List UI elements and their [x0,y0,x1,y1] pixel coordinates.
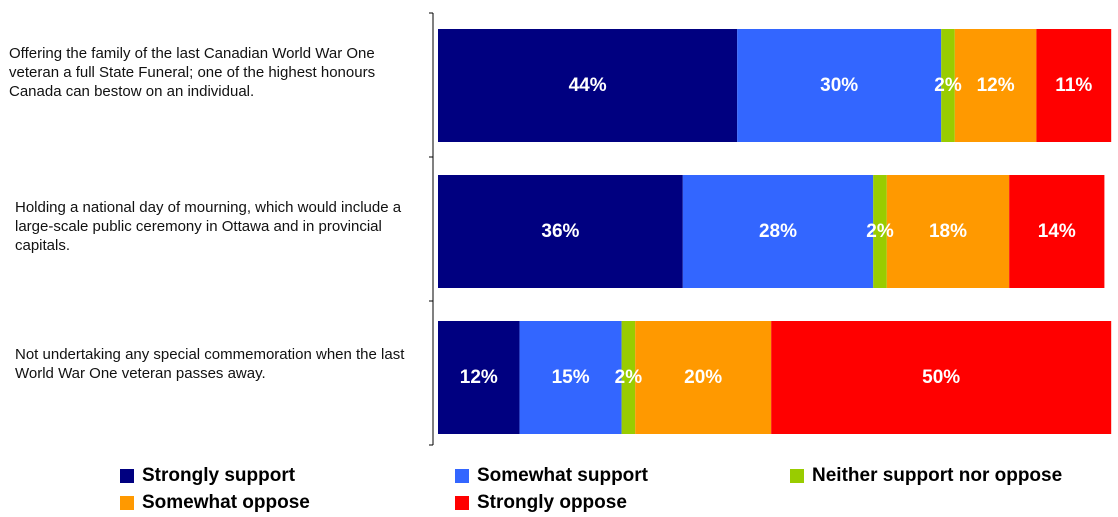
legend-label-neither: Neither support nor oppose [812,465,1063,486]
data-label-c2-s2: 28% [759,221,797,242]
legend-item-neither: Neither support nor oppose [790,465,1062,487]
data-label-c3-s2: 15% [552,367,590,388]
bar-segment-c3-s5 [771,321,1112,434]
legend-swatch-strongly-support [120,469,134,483]
legend-label-somewhat-support: Somewhat support [477,465,649,486]
legend-label-strongly-support: Strongly support [142,465,296,486]
legend-swatch-neither [790,469,804,483]
bar-segment-c1-s5 [1036,29,1112,142]
data-label-c3-s3: 2% [615,367,643,388]
category-label-3: Not undertaking any special commemoratio… [15,346,405,382]
bar-segment-c2-s2 [682,175,874,288]
data-label-c1-s5: 11% [1055,75,1092,96]
data-label-c1-s4: 12% [977,75,1015,96]
data-label-c2-s1: 36% [541,221,579,242]
data-label-c3-s4: 20% [684,367,722,388]
bar-segment-c1-s2 [737,29,942,142]
legend-swatch-strongly-oppose [455,496,469,510]
category-label-1: Offering the family of the last Canadian… [9,45,376,100]
data-label-c3-s1: 12% [460,367,498,388]
bar-segment-c3-s3 [621,321,636,434]
bar-segment-c2-s4 [886,175,1010,288]
data-label-c2-s5: 14% [1038,221,1076,242]
bar-segment-c1-s3 [941,29,955,142]
legend-label-strongly-oppose: Strongly oppose [477,492,627,513]
bar-segment-c1-s1 [438,29,738,142]
data-label-c3-s5: 50% [922,367,960,388]
legend-label-somewhat-oppose: Somewhat oppose [142,492,310,513]
bar-segment-c2-s1 [438,175,683,288]
bar-segment-c2-s3 [873,175,887,288]
legend-item-somewhat-oppose: Somewhat oppose [120,492,310,514]
bar-segment-c3-s1 [438,321,520,434]
data-label-c1-s1: 44% [569,75,607,96]
bar-segment-c2-s5 [1009,175,1105,288]
data-label-c1-s3: 2% [934,75,962,96]
legend-swatch-somewhat-support [455,469,469,483]
legend-swatch-somewhat-oppose [120,496,134,510]
legend-item-strongly-support: Strongly support [120,465,295,487]
bar-segment-c3-s2 [519,321,622,434]
data-label-c2-s3: 2% [866,221,894,242]
category-label-2: Holding a national day of mourning, whic… [15,199,402,254]
bar-segment-c1-s4 [954,29,1037,142]
legend-item-somewhat-support: Somewhat support [455,465,648,487]
data-label-c1-s2: 30% [820,75,858,96]
legend-item-strongly-oppose: Strongly oppose [455,492,627,514]
bar-segment-c3-s4 [635,321,772,434]
data-label-c2-s4: 18% [929,221,967,242]
